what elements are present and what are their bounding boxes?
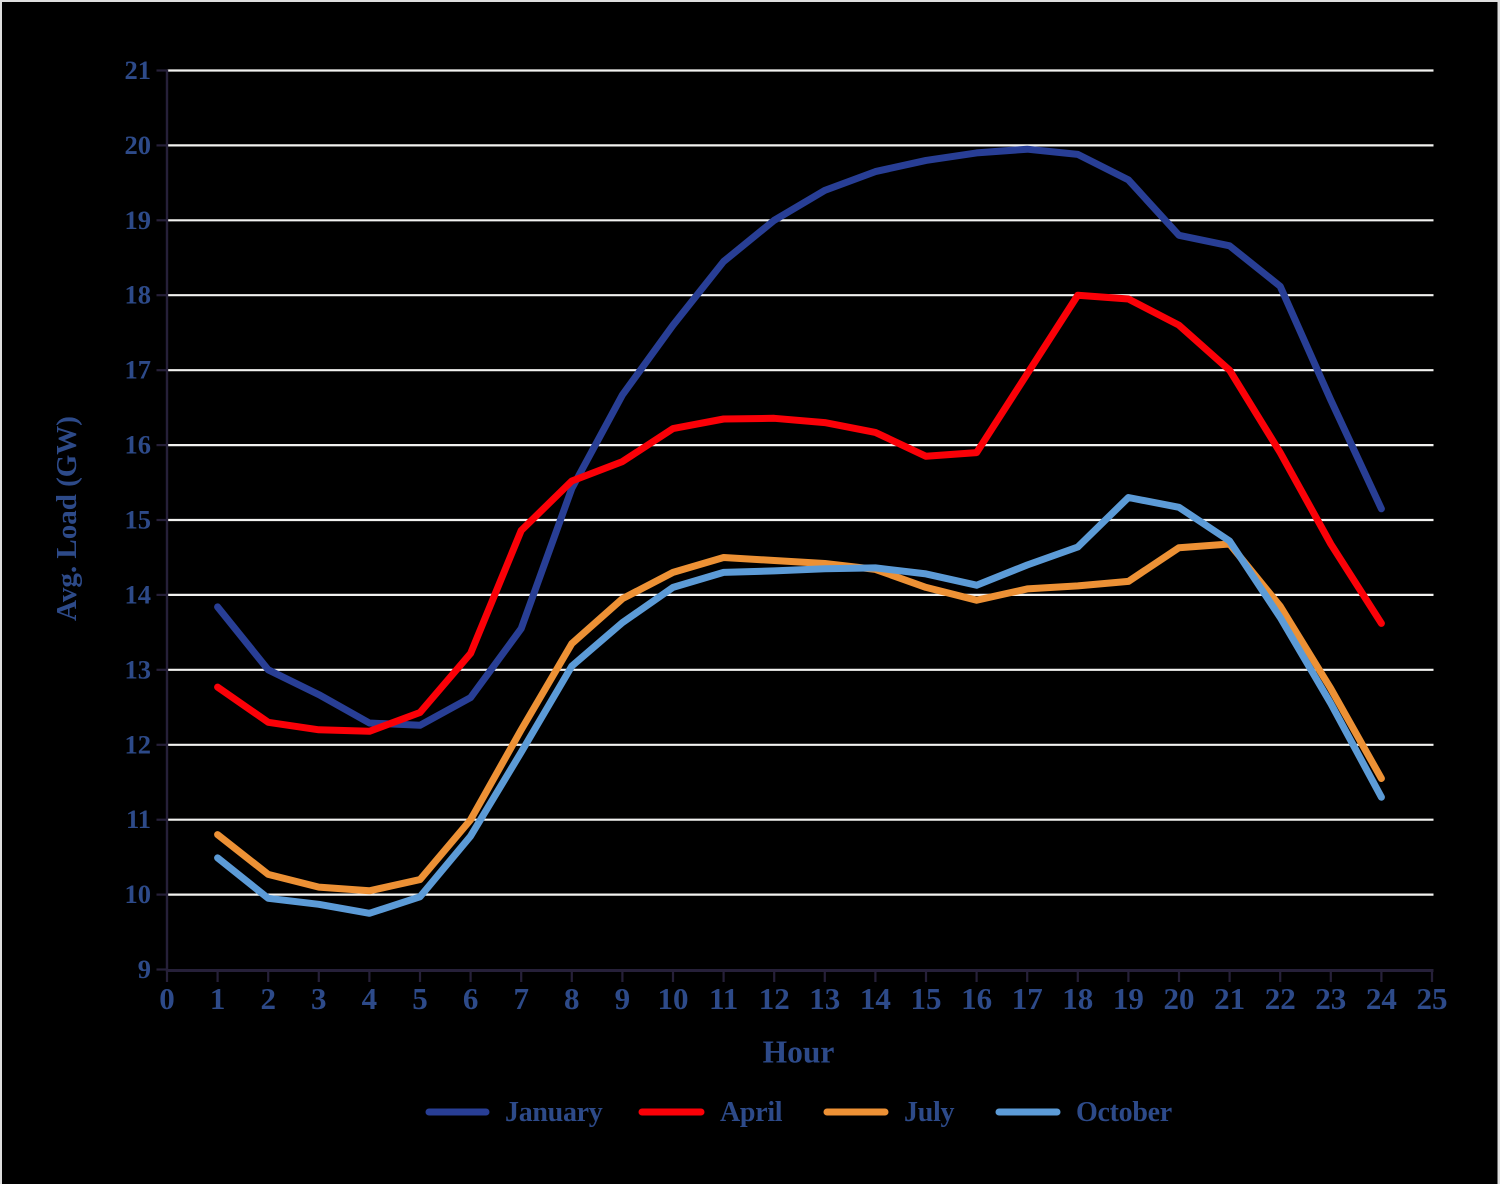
svg-text:17: 17	[125, 355, 152, 385]
svg-text:17: 17	[1012, 981, 1043, 1016]
svg-text:14: 14	[125, 579, 152, 609]
svg-text:2: 2	[260, 981, 276, 1016]
svg-text:4: 4	[362, 981, 378, 1016]
svg-text:18: 18	[1062, 981, 1093, 1016]
svg-text:13: 13	[809, 981, 840, 1016]
svg-text:12: 12	[125, 729, 152, 759]
svg-text:9: 9	[138, 954, 151, 984]
svg-text:21: 21	[125, 55, 152, 85]
svg-text:January: January	[505, 1097, 603, 1128]
svg-text:Hour: Hour	[763, 1035, 835, 1070]
svg-text:25: 25	[1417, 981, 1448, 1016]
svg-text:8: 8	[564, 981, 580, 1016]
svg-text:5: 5	[412, 981, 428, 1016]
svg-text:12: 12	[759, 981, 790, 1016]
svg-text:6: 6	[463, 981, 479, 1016]
svg-text:20: 20	[1164, 981, 1195, 1016]
svg-text:7: 7	[513, 981, 529, 1016]
svg-text:19: 19	[125, 205, 152, 235]
svg-text:July: July	[904, 1097, 954, 1128]
svg-text:0: 0	[159, 981, 175, 1016]
svg-text:16: 16	[961, 981, 992, 1016]
svg-text:16: 16	[125, 430, 152, 460]
svg-text:15: 15	[125, 505, 152, 535]
svg-text:April: April	[720, 1097, 783, 1128]
svg-text:11: 11	[709, 981, 738, 1016]
svg-text:22: 22	[1265, 981, 1296, 1016]
svg-text:21: 21	[1214, 981, 1245, 1016]
svg-text:20: 20	[125, 130, 152, 160]
svg-text:9: 9	[615, 981, 631, 1016]
svg-text:October: October	[1076, 1097, 1172, 1128]
svg-text:Avg. Load (GW): Avg. Load (GW)	[51, 416, 83, 621]
svg-text:18: 18	[125, 280, 152, 310]
svg-text:10: 10	[658, 981, 689, 1016]
svg-text:15: 15	[911, 981, 942, 1016]
svg-text:1: 1	[210, 981, 226, 1016]
svg-text:19: 19	[1113, 981, 1144, 1016]
svg-text:23: 23	[1315, 981, 1346, 1016]
svg-text:10: 10	[125, 879, 152, 909]
svg-text:24: 24	[1366, 981, 1397, 1016]
svg-text:14: 14	[860, 981, 891, 1016]
svg-text:3: 3	[311, 981, 327, 1016]
svg-text:13: 13	[125, 654, 152, 684]
svg-text:11: 11	[126, 804, 151, 834]
